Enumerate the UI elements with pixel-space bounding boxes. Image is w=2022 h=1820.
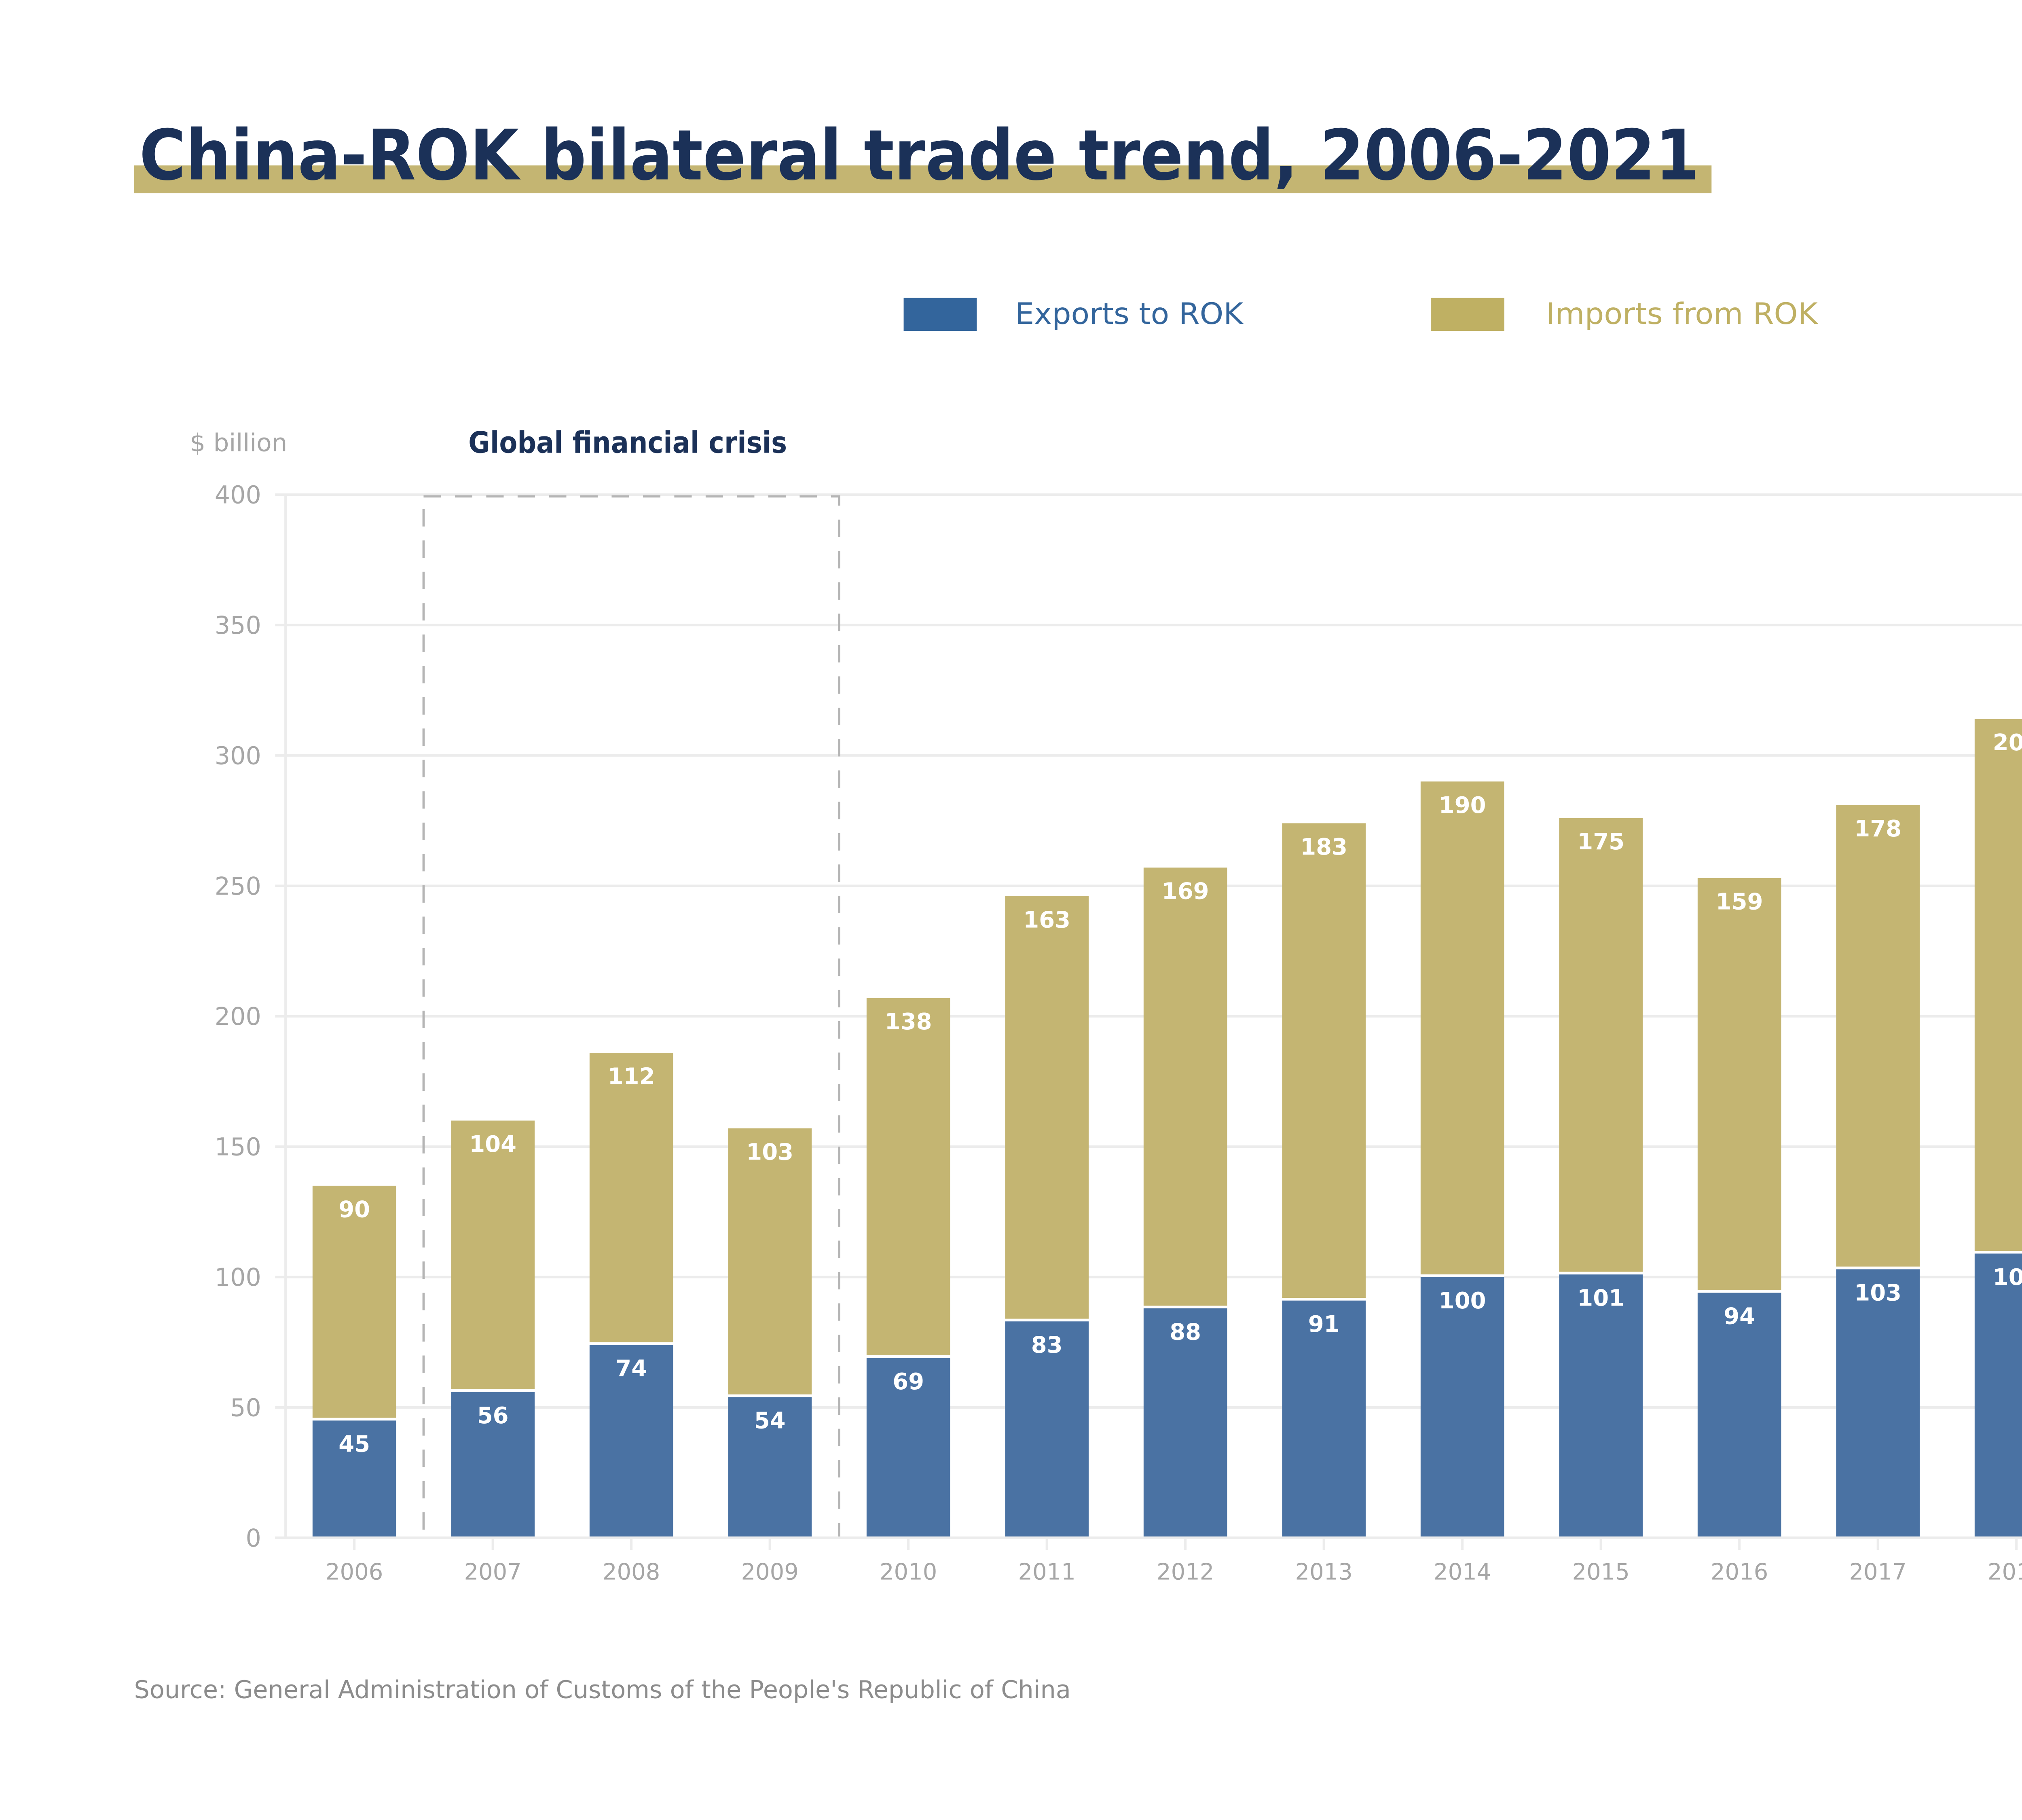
bar-imports-2014 <box>1420 781 1504 1275</box>
data-label-imports: 138 <box>885 1009 932 1035</box>
bar-exports-2014 <box>1420 1277 1504 1538</box>
y-tick-label: 0 <box>245 1524 261 1553</box>
bar-exports-2006 <box>312 1420 396 1538</box>
bar-imports-2017 <box>1836 805 1920 1267</box>
bar-imports-2008 <box>589 1052 673 1342</box>
bar-imports-2013 <box>1282 823 1366 1298</box>
x-tick-label: 2008 <box>603 1559 660 1585</box>
data-label-exports: 56 <box>477 1403 509 1429</box>
bar-exports-2015 <box>1559 1274 1643 1538</box>
bar-exports-2016 <box>1697 1293 1781 1538</box>
bar-exports-2012 <box>1143 1308 1227 1538</box>
data-label-imports: 104 <box>469 1131 516 1158</box>
data-label-imports: 103 <box>746 1139 793 1165</box>
data-label-exports: 88 <box>1170 1319 1201 1345</box>
bar-exports-2018 <box>1974 1253 2022 1538</box>
data-label-exports: 101 <box>1577 1285 1624 1312</box>
bar-exports-2010 <box>866 1358 950 1538</box>
data-label-imports: 183 <box>1300 834 1347 860</box>
bar-imports-2006 <box>312 1185 396 1418</box>
y-tick-label: 400 <box>215 481 261 509</box>
legend-label-imports: Imports from ROK <box>1546 297 1819 331</box>
bar-imports-2010 <box>866 998 950 1355</box>
bar-exports-2008 <box>589 1345 673 1538</box>
y-tick-label: 150 <box>215 1133 261 1162</box>
bar-exports-2011 <box>1005 1321 1089 1538</box>
y-tick-label: 50 <box>230 1394 261 1422</box>
x-tick-label: 2007 <box>464 1559 521 1585</box>
y-axis-label: $ billion <box>190 429 287 457</box>
legend: Exports to ROK Imports from ROK <box>903 297 1819 331</box>
data-label-exports: 83 <box>1031 1332 1063 1359</box>
data-label-imports: 159 <box>1716 889 1763 915</box>
x-tick-label: 2010 <box>880 1559 937 1585</box>
bar-imports-2016 <box>1697 878 1781 1290</box>
bar-imports-2012 <box>1143 868 1227 1306</box>
data-label-exports: 74 <box>615 1356 647 1382</box>
annotation-label-financial-crisis: Global financial crisis <box>468 426 787 460</box>
data-label-exports: 69 <box>893 1369 924 1395</box>
data-label-imports: 112 <box>608 1063 655 1090</box>
data-label-exports: 103 <box>1854 1280 1901 1306</box>
data-label-imports: 190 <box>1439 792 1486 819</box>
data-label-imports: 163 <box>1023 907 1070 933</box>
data-label-imports: 175 <box>1577 829 1624 855</box>
bar-imports-2011 <box>1005 896 1089 1319</box>
x-tick-label: 2015 <box>1572 1559 1629 1585</box>
source-note: Source: General Administration of Custom… <box>134 1676 1071 1704</box>
x-tick-label: 2014 <box>1434 1559 1491 1585</box>
x-tick-label: 2011 <box>1018 1559 1075 1585</box>
data-label-imports: 90 <box>338 1196 370 1223</box>
bar-imports-2018 <box>1974 719 2022 1251</box>
x-tick-label: 2006 <box>326 1559 383 1585</box>
data-label-exports: 45 <box>338 1431 370 1458</box>
x-tick-label: 2012 <box>1157 1559 1214 1585</box>
data-label-exports: 91 <box>1308 1311 1340 1337</box>
bar-imports-2009 <box>728 1128 812 1395</box>
y-tick-label: 300 <box>215 742 261 770</box>
data-label-exports: 100 <box>1439 1288 1486 1314</box>
data-label-exports: 109 <box>1993 1264 2022 1291</box>
legend-label-exports: Exports to ROK <box>1015 297 1244 331</box>
y-tick-label: 250 <box>215 872 261 901</box>
x-tick-label: 2013 <box>1295 1559 1352 1585</box>
legend-swatch-exports <box>903 298 977 331</box>
data-label-exports: 94 <box>1724 1304 1755 1330</box>
x-tick-label: 2016 <box>1711 1559 1768 1585</box>
title-underline <box>134 165 1712 193</box>
data-label-imports: 178 <box>1854 816 1901 842</box>
legend-swatch-imports <box>1431 298 1504 331</box>
x-tick-label: 2017 <box>1849 1559 1906 1585</box>
x-tick-label: 2009 <box>741 1559 798 1585</box>
x-tick-label: 2018 <box>1988 1559 2022 1585</box>
data-label-exports: 54 <box>754 1408 786 1434</box>
page-title: China-ROK bilateral trade trend, 2006-20… <box>139 115 1699 196</box>
bar-imports-2007 <box>451 1120 535 1389</box>
bar-exports-2013 <box>1282 1300 1366 1538</box>
bar-exports-2017 <box>1836 1269 1920 1538</box>
y-tick-label: 100 <box>215 1263 261 1292</box>
data-label-imports: 205 <box>1993 730 2022 756</box>
bar-exports-2007 <box>451 1392 535 1538</box>
data-label-imports: 169 <box>1162 878 1209 905</box>
bar-imports-2015 <box>1559 818 1643 1272</box>
y-tick-label: 350 <box>215 612 261 640</box>
bar-exports-2009 <box>728 1397 812 1538</box>
y-tick-label: 200 <box>215 1003 261 1031</box>
